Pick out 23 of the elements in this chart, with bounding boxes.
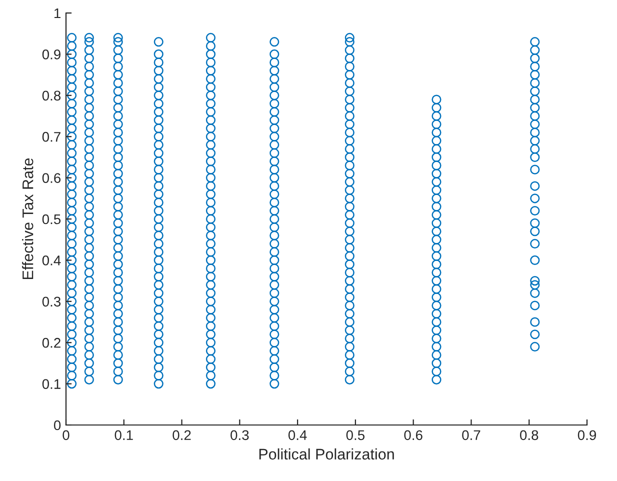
y-tick-label: 0.6 [42,173,61,183]
x-tick-label: 0.4 [288,430,307,440]
x-tick-label: 0.8 [520,430,538,440]
y-tick-label: 0.9 [42,50,60,60]
x-tick-label: 0.5 [346,430,365,440]
y-tick-label: 0.3 [42,296,61,307]
x-axis-title: Political Polarization [259,448,394,460]
x-tick-label: 0.3 [230,430,249,440]
y-tick-label: 1 [54,8,60,18]
y-tick-label: 0.2 [42,338,60,348]
x-tick-label: 0.6 [404,430,422,440]
x-tick-label: 0 [62,430,70,440]
x-tick-label: 0.1 [114,430,133,440]
y-tick-label: 0.4 [42,256,61,266]
x-tick-label: 0.9 [578,430,596,440]
x-tick-label: 0.7 [462,430,480,440]
y-tick-label: 0.1 [42,379,60,389]
x-tick-label: 0.2 [172,430,191,440]
y-tick-label: 0.5 [42,214,61,224]
y-axis-title: Effective Tax Rate [22,158,34,280]
y-tick-label: 0.8 [42,90,61,101]
y-tick-label: 0 [54,420,61,430]
y-tick-label: 0.7 [42,132,60,142]
